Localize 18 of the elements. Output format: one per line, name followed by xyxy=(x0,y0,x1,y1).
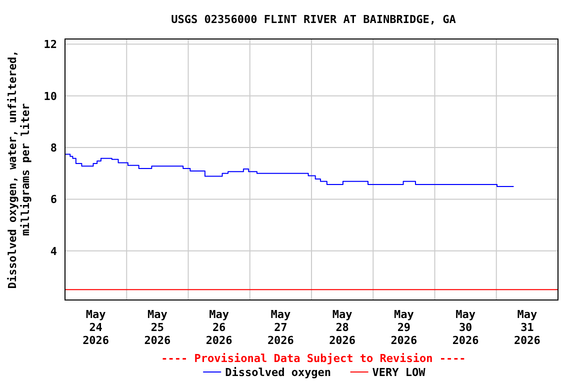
text: ---- Provisional Data Subject to Revision ---- xyxy=(161,352,466,365)
x-tick-label: May 31 2026 xyxy=(514,308,541,347)
x-tick-label: May 25 2026 xyxy=(144,308,172,347)
y-tick-label: 4 xyxy=(50,244,58,258)
x-tick-label: May 27 2026 xyxy=(267,308,294,347)
x-tick-label: May 29 2026 xyxy=(390,308,418,347)
x-tick-label: May 26 2026 xyxy=(206,308,233,347)
y-tick-label: 12 xyxy=(44,38,57,52)
legend-label: VERY LOW xyxy=(372,366,426,379)
legend-label: Dissolved oxygen xyxy=(225,366,332,379)
y-tick-label: 10 xyxy=(44,90,57,103)
y-tick-label: 6 xyxy=(50,193,58,206)
x-tick-label: May 30 2026 xyxy=(452,308,480,347)
x-tick-label: May 24 2026 xyxy=(82,308,110,347)
y-tick-label: 8 xyxy=(50,142,57,155)
chart-title: USGS 02356000 FLINT RIVER AT BAINBRIDGE, GA xyxy=(171,13,456,26)
x-tick-label: May 28 2026 xyxy=(329,308,356,347)
y-axis-title: Dissolved oxygen, water, unfiltered, milligrams per liter xyxy=(6,50,32,289)
